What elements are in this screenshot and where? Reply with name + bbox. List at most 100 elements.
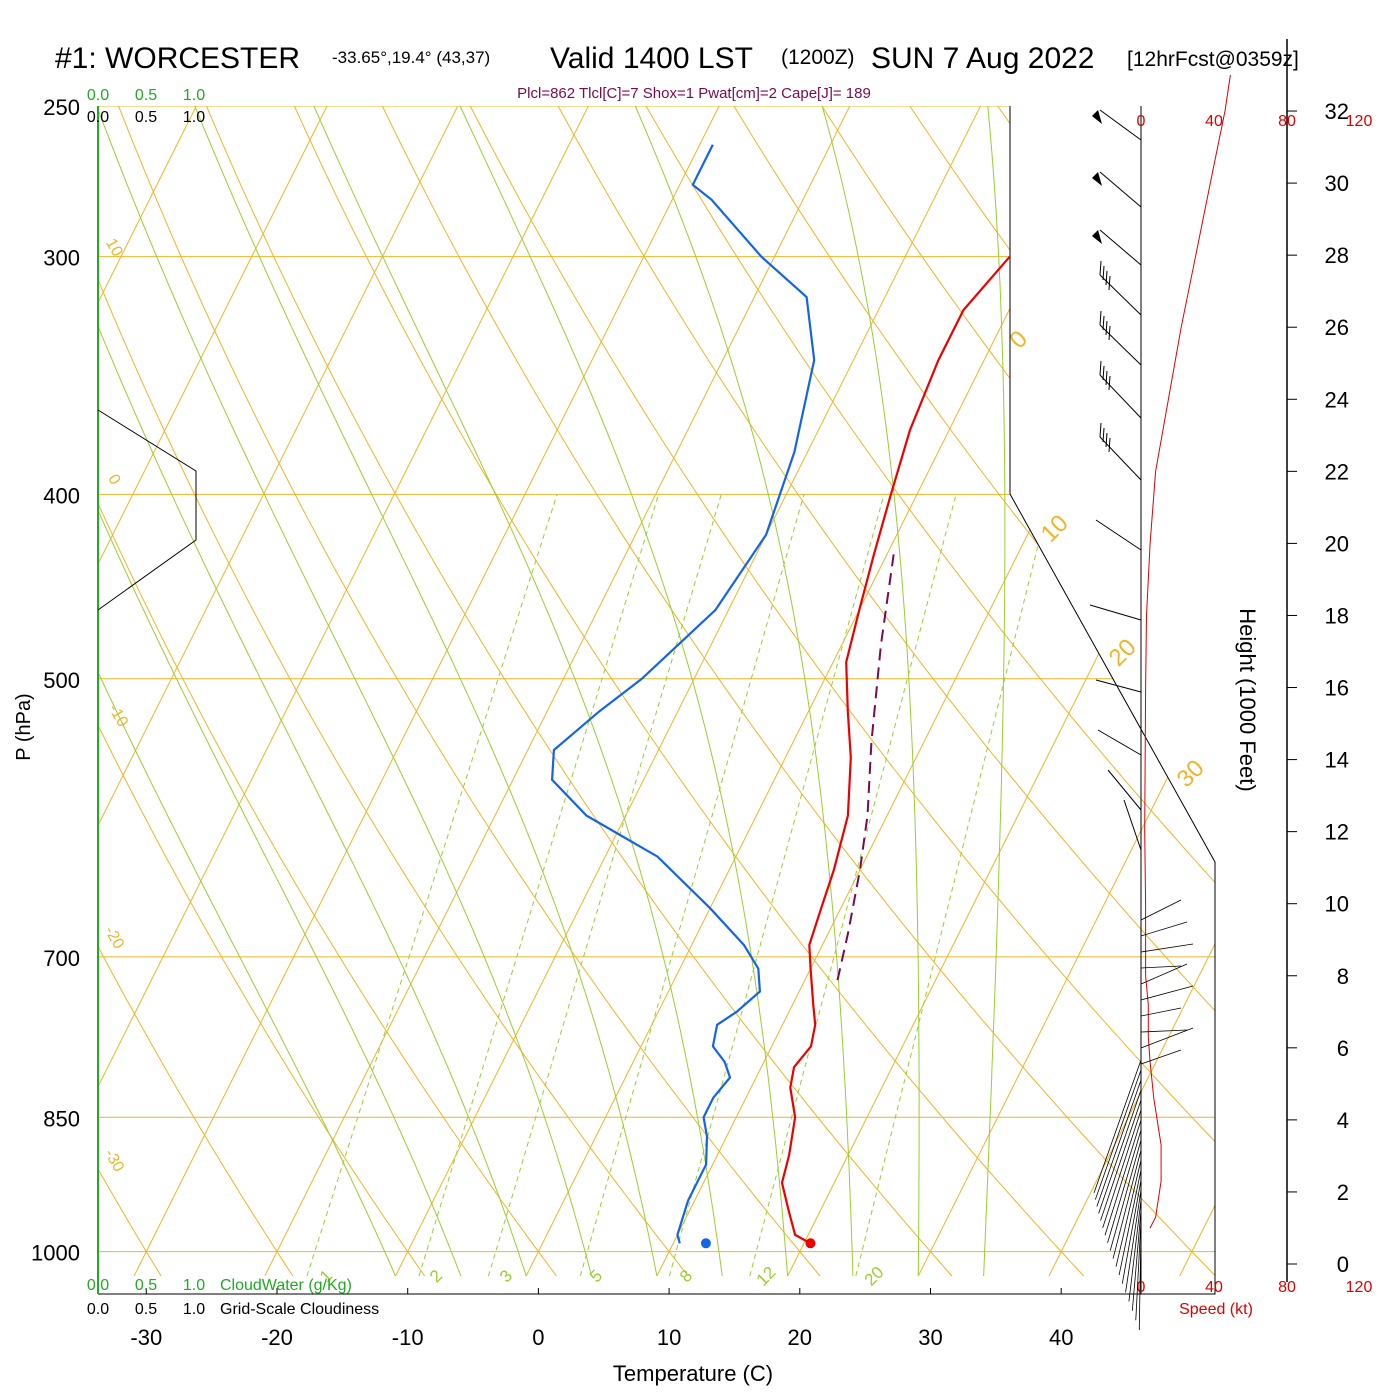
wind-barb-feather — [1105, 270, 1108, 286]
x-tick-label: 40 — [1049, 1325, 1073, 1350]
dry-adiabat — [1349, 106, 1400, 1276]
mid-level-barb — [1140, 1027, 1194, 1049]
wind-barb — [1099, 436, 1142, 481]
low-level-barb — [1128, 1199, 1142, 1302]
y-axis-title: P (hPa) — [13, 693, 35, 760]
mixing-ratio-line — [487, 494, 722, 1277]
valid-time: Valid 1400 LST — [550, 42, 753, 75]
wind-barb — [1089, 604, 1142, 621]
low-level-barb — [1109, 1139, 1142, 1251]
cloudwater-label: CloudWater (g/Kg) — [220, 1277, 352, 1294]
mixing-ratio-line — [668, 494, 885, 1277]
mid-level-barb — [1140, 985, 1194, 1001]
isotherm — [264, 106, 851, 1277]
isotherm-label: 0 — [1004, 325, 1033, 354]
surface-dewpoint-marker — [700, 1238, 711, 1249]
mixing-ratio-label: 12 — [753, 1263, 780, 1290]
forecast-label: [12hrFcst@0359z] — [1127, 48, 1299, 71]
low-level-barb — [1135, 1219, 1142, 1321]
wind-barb-pennant — [1092, 110, 1102, 124]
speed-tick-top: 0 — [1137, 113, 1146, 130]
utc-time: (1200Z) — [781, 46, 855, 69]
speed-tick-top: 40 — [1205, 113, 1223, 130]
isotherm — [1048, 106, 1215, 1277]
height-axis-title: Height (1000 Feet) — [1235, 608, 1260, 791]
isotherm-label: 10 — [1036, 510, 1074, 548]
low-level-barb — [1104, 1119, 1142, 1236]
low-level-barb — [1093, 1059, 1142, 1194]
low-level-barb — [1121, 1179, 1142, 1284]
wind-barb-feather — [1108, 375, 1111, 391]
height-tick-label: 22 — [1325, 459, 1349, 484]
low-level-barb — [1118, 1169, 1142, 1276]
height-tick-label: 10 — [1325, 892, 1349, 917]
height-tick-label: 6 — [1337, 1036, 1349, 1061]
mid-level-barb — [1140, 921, 1188, 937]
wind-barb-feather — [1108, 325, 1111, 341]
thermodynamic-grid — [0, 106, 1400, 1277]
wind-panel: 0246810121416182022242628303200404080801… — [1089, 38, 1373, 1331]
cloudiness-tick-bottom: 0.5 — [135, 1301, 157, 1318]
isotherm-label: 30 — [1172, 755, 1210, 793]
dry-adiabat — [98, 106, 294, 1277]
cloudwater-tick-top: 1.0 — [183, 87, 205, 104]
mid-level-barb — [1140, 963, 1188, 985]
plot-frame — [98, 106, 1216, 1295]
speed-tick-bottom: 120 — [1346, 1279, 1373, 1296]
mixing-ratio-label: 20 — [861, 1263, 888, 1290]
moist-adiabat — [983, 106, 1006, 1277]
pressure-tick-label: 1000 — [31, 1241, 80, 1266]
isotherm — [98, 106, 589, 1277]
speed-tick-bottom: 0 — [1137, 1279, 1146, 1296]
cloudwater-tick-top: 0.5 — [135, 87, 157, 104]
wind-barb — [1099, 274, 1142, 316]
dry-adiabat — [98, 106, 557, 1277]
wind-barb — [1123, 799, 1142, 851]
mid-level-barb — [1140, 965, 1182, 969]
speed-tick-top: 120 — [1346, 113, 1373, 130]
isotherm-label: 0 — [104, 472, 123, 488]
low-level-barb — [1096, 1079, 1142, 1207]
speed-tick-bottom: 40 — [1205, 1279, 1223, 1296]
isotherm — [395, 106, 981, 1277]
height-tick-label: 26 — [1325, 315, 1349, 340]
cloudwater-tick-bottom: 1.0 — [183, 1277, 205, 1294]
dry-adiabat — [118, 106, 821, 1277]
mixing-ratio-line — [418, 494, 660, 1277]
height-tick-label: 4 — [1337, 1108, 1349, 1133]
mid-level-barb — [1140, 899, 1182, 921]
cloudiness-tick-top: 0.0 — [87, 109, 109, 126]
low-level-barb — [1107, 1129, 1142, 1243]
moist-adiabat — [459, 106, 789, 1277]
low-level-barb — [1098, 1089, 1142, 1214]
mixing-ratio-line — [749, 494, 957, 1277]
cloudwater-tick-bottom: 0.5 — [135, 1277, 157, 1294]
wind-barb-feather — [1099, 260, 1102, 276]
pressure-tick-label: 700 — [43, 946, 80, 971]
dry-adiabat — [205, 106, 953, 1277]
mixing-ratio-label: 5 — [586, 1266, 606, 1286]
wind-barb-feather — [1102, 315, 1105, 331]
wind-barb — [1107, 769, 1142, 811]
x-tick-label: 30 — [918, 1325, 942, 1350]
isotherm — [98, 106, 328, 1277]
isotherm — [133, 106, 720, 1277]
wind-barb-feather — [1102, 365, 1105, 381]
cloudiness-tick-top: 1.0 — [183, 109, 205, 126]
height-tick-label: 18 — [1325, 603, 1349, 628]
wind-barb-feather — [1099, 360, 1102, 376]
dry-adiabat — [557, 106, 1215, 1277]
cloudiness-label: Grid-Scale Cloudiness — [220, 1301, 379, 1318]
mid-level-barb — [1140, 1029, 1188, 1033]
wind-barb-pennant — [1092, 172, 1102, 186]
moist-adiabat — [98, 106, 462, 1277]
mixing-ratio-label: 8 — [676, 1266, 696, 1286]
mid-level-barb — [1140, 943, 1194, 953]
isotherm-label: 10 — [102, 236, 126, 260]
mixing-ratio-label: 3 — [496, 1266, 516, 1286]
dry-adiabat — [0, 106, 29, 1276]
x-tick-label: 10 — [657, 1325, 681, 1350]
wind-barb-feather — [1108, 275, 1111, 291]
pressure-tick-label: 400 — [43, 483, 80, 508]
